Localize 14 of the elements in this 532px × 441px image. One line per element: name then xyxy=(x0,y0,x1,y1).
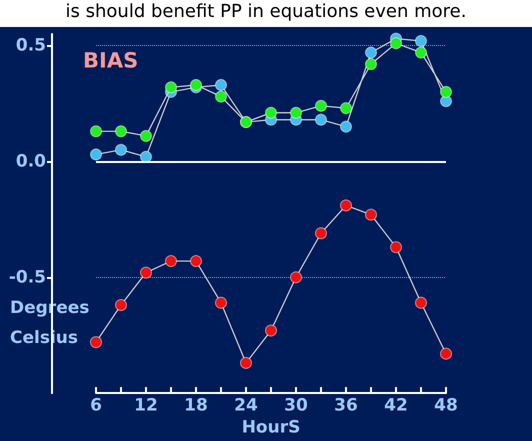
x-axis-title: HourS xyxy=(242,418,300,438)
x-tick-label: 30 xyxy=(284,396,308,416)
x-tick-label: 18 xyxy=(184,396,208,416)
x-tick-label: 36 xyxy=(334,396,358,416)
y-tick-label: 0.5 xyxy=(16,36,46,56)
x-tick-label: 6 xyxy=(90,396,102,416)
y-tick-label: -0.5 xyxy=(8,267,46,288)
x-tick-label: 24 xyxy=(234,396,258,416)
x-tick-label: 12 xyxy=(134,396,158,416)
text: is should benefit PP in equations even more. xyxy=(66,1,466,22)
y-tick-label: 0.0 xyxy=(16,151,46,172)
x-tick-label: 42 xyxy=(384,396,408,416)
text: BIAS xyxy=(83,48,138,72)
x-tick-label: 48 xyxy=(434,396,458,416)
